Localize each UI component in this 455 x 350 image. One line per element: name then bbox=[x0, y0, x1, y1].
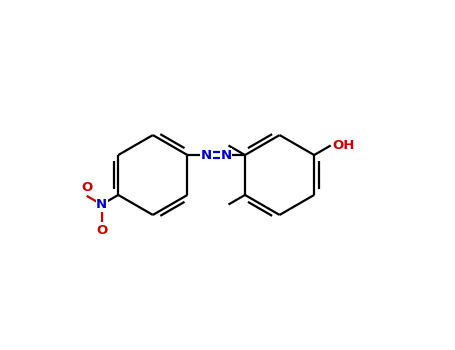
Text: OH: OH bbox=[333, 139, 355, 152]
Text: O: O bbox=[96, 224, 107, 237]
Text: N: N bbox=[201, 148, 212, 162]
Text: N: N bbox=[220, 148, 232, 162]
Text: O: O bbox=[81, 181, 92, 194]
Text: N: N bbox=[96, 198, 107, 211]
